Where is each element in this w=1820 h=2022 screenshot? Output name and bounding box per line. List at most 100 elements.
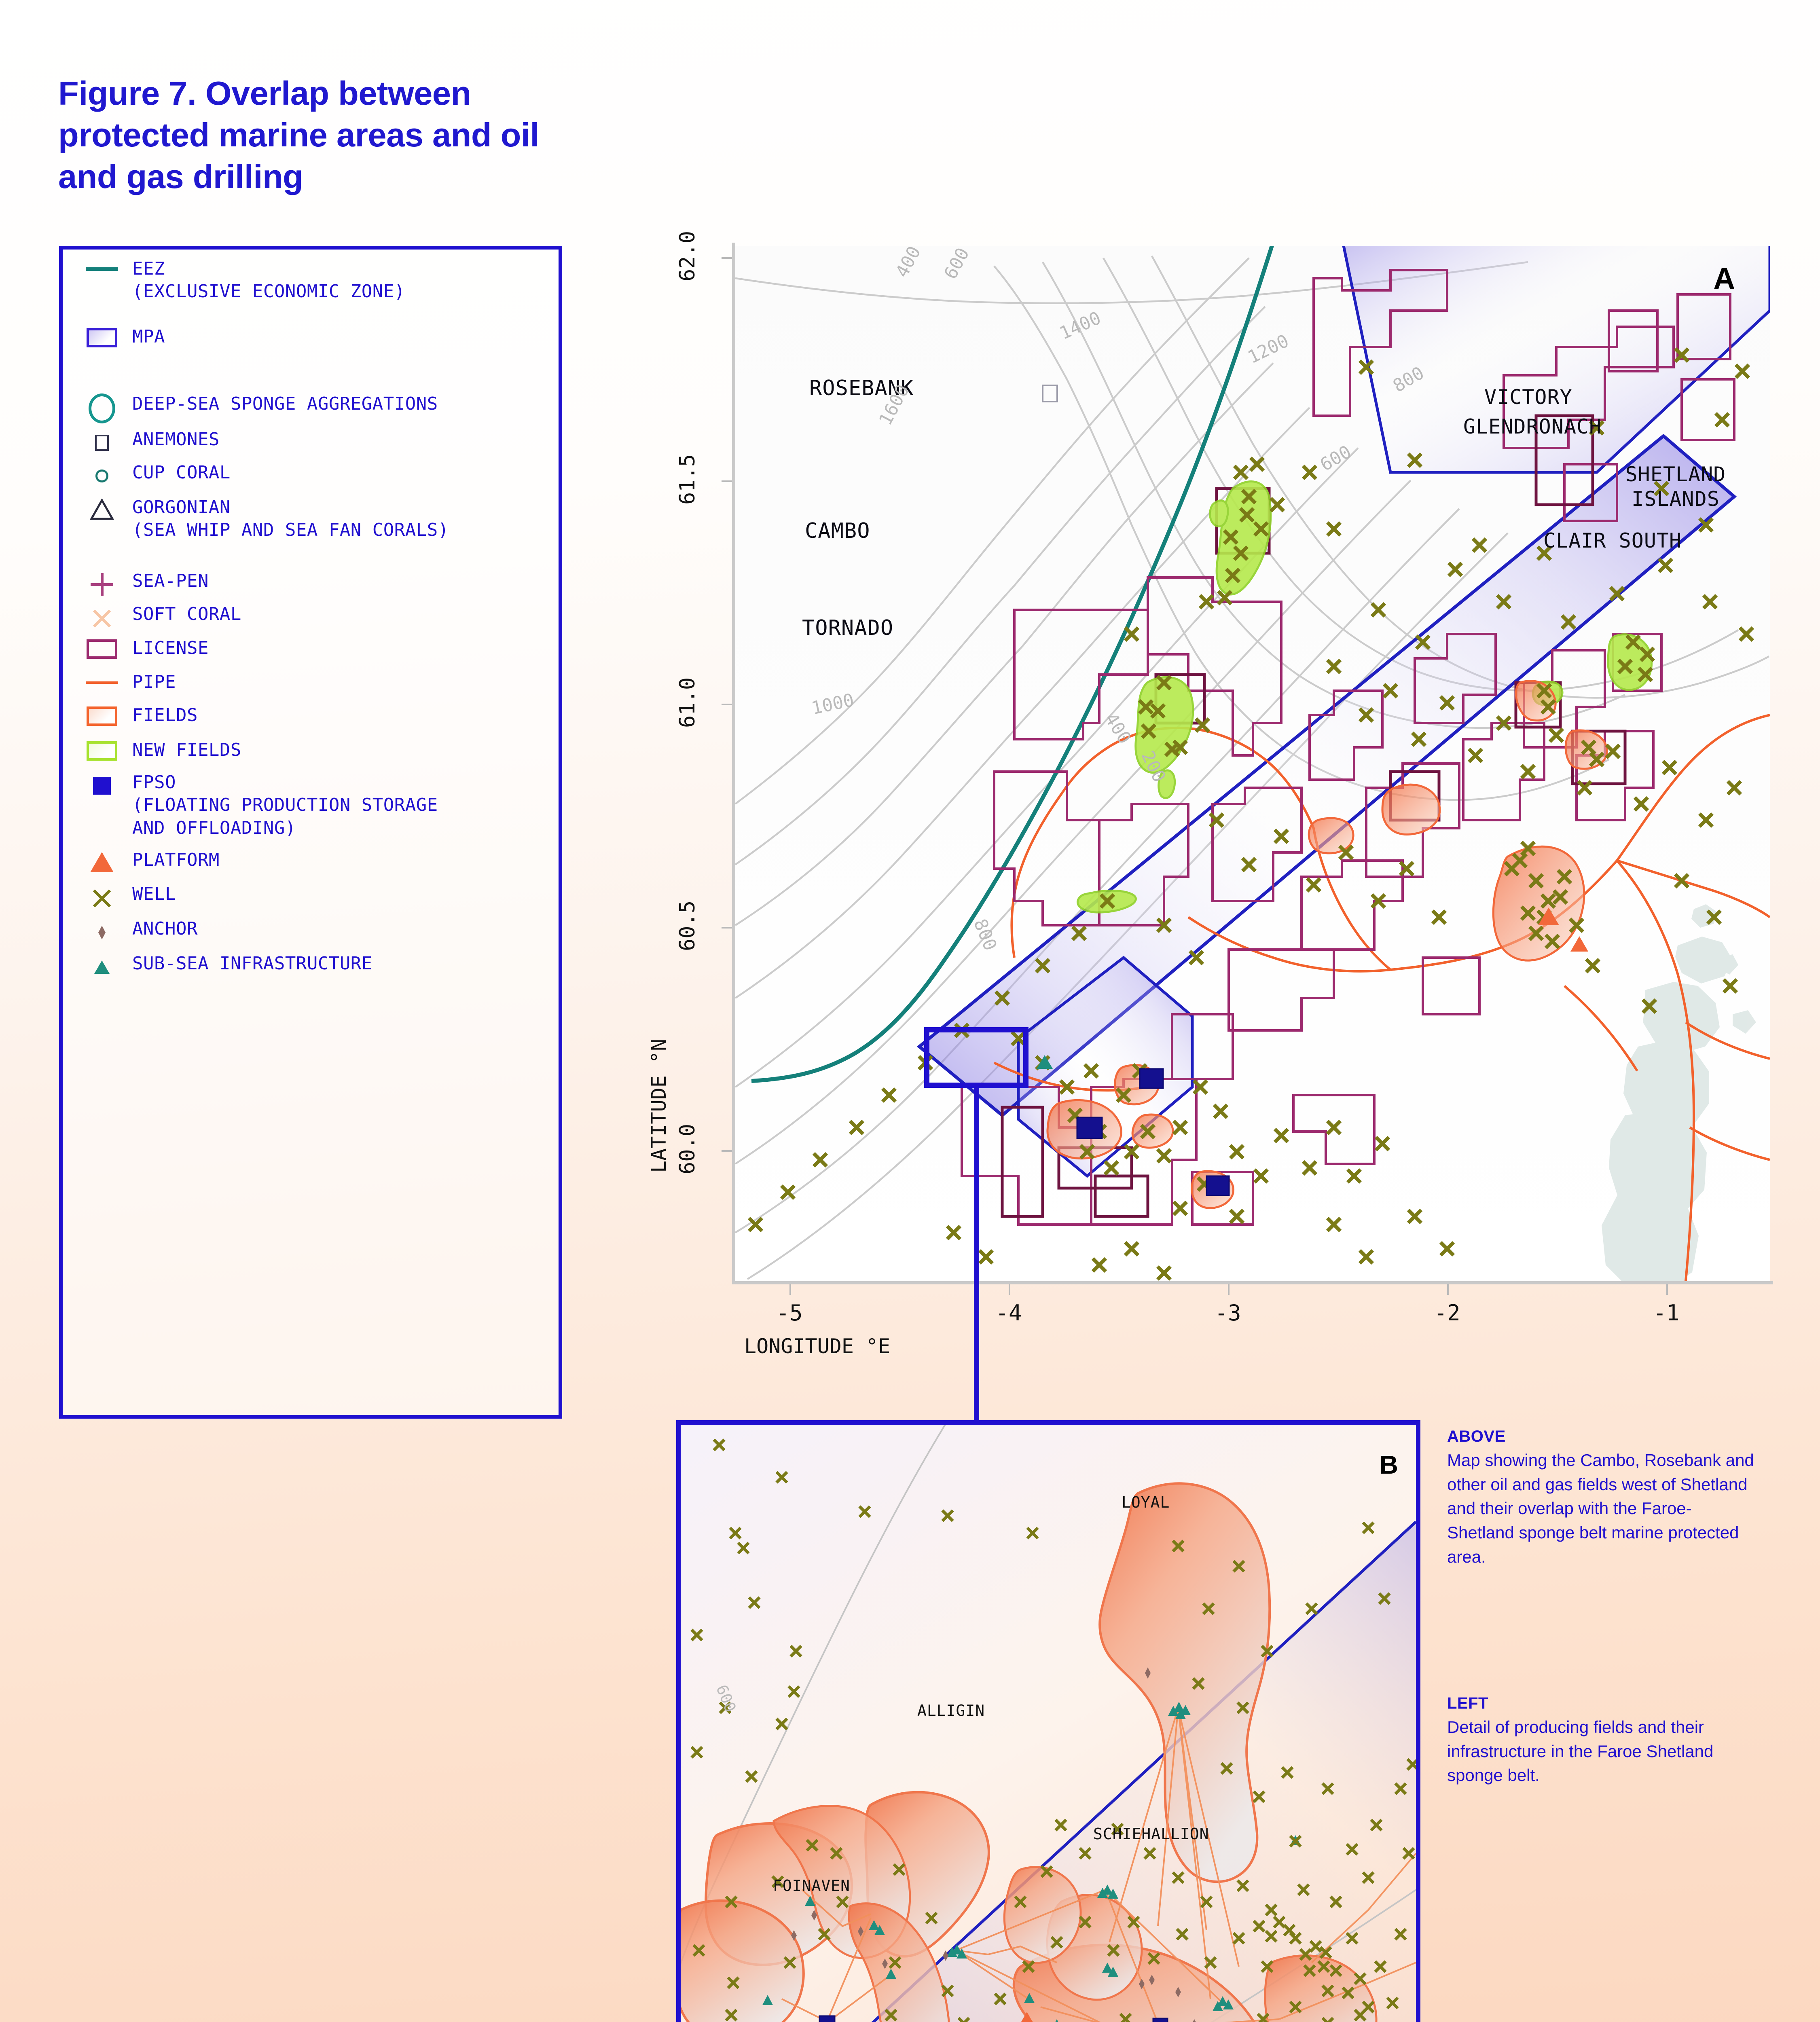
legend-symbol-slot <box>72 325 132 347</box>
map-a-vector-layer <box>735 246 1770 1281</box>
inset-locator-box[interactable] <box>924 1027 1029 1088</box>
legend-item-label: GORGONIAN (SEA WHIP AND SEA FAN CORALS) <box>132 497 449 541</box>
legend-item-soft-coral[interactable]: SOFT CORAL <box>72 602 241 629</box>
y-tick-text-60: 60.0 <box>675 1123 700 1174</box>
map-label-schiehallion: SCHIEHALLION <box>1093 1825 1209 1843</box>
legend-item-label: PLATFORM <box>132 850 220 870</box>
x-tick-label-m3: -3 <box>1215 1300 1241 1326</box>
caption-left-body: Detail of producing fields and their inf… <box>1447 1717 1714 1785</box>
panel-a-letter: A <box>1713 262 1735 295</box>
caption-above-heading: ABOVE <box>1447 1428 1506 1445</box>
inset-connector-line <box>974 1088 979 1438</box>
legend-item-anemones[interactable]: ANEMONES <box>72 427 220 451</box>
detail-map-panel-b[interactable]: B LOYAL ALLIGIN SCHIEHALLION FOINAVEN 60… <box>676 1420 1420 2022</box>
y-tick-label-61: 61.0 <box>663 677 712 728</box>
legend-symbol-slot <box>72 703 132 726</box>
legend-item-mpa[interactable]: MPA <box>72 325 165 348</box>
gorgonian-triangle-icon <box>89 498 114 520</box>
platform-triangle-icon <box>90 852 114 872</box>
legend-symbol-slot <box>72 392 132 423</box>
x-tick-label-m2: -2 <box>1434 1300 1460 1326</box>
legend-item-label: FPSO (FLOATING PRODUCTION STORAGE AND OF… <box>132 772 438 838</box>
legend-symbol-slot <box>72 257 132 271</box>
soft-coral-cross-icon <box>91 608 112 629</box>
legend-item-deep-sea-sponge-aggregations[interactable]: DEEP-SEA SPONGE AGGREGATIONS <box>72 392 438 423</box>
x-axis-title: LONGITUDE °E <box>744 1335 891 1358</box>
y-tick-text-605: 60.5 <box>675 900 700 951</box>
legend-item-license[interactable]: LICENSE <box>72 636 209 660</box>
sea-pen-plus-icon <box>91 573 113 596</box>
y-tick-label-62: 62.0 <box>663 231 712 281</box>
legend-symbol-slot <box>72 569 132 596</box>
legend-item-label: SOFT CORAL <box>132 604 241 624</box>
main-map-panel-a[interactable]: A ROSEBANK CAMBO TORNADO VICTORY GLENDRO… <box>735 246 1770 1281</box>
y-tick-62 <box>722 257 732 259</box>
map-legend: EEZ (EXCLUSIVE ECONOMIC ZONE) MPA DEEP-SEA… <box>59 246 562 1419</box>
anchor-diamond-icon <box>98 926 106 939</box>
caption-left: LEFT Detail of producing fields and thei… <box>1447 1694 1754 1787</box>
subsea-triangle-icon <box>94 960 110 974</box>
map-a-y-axis-line <box>732 243 735 1284</box>
legend-item-label: MPA <box>132 326 165 347</box>
y-tick-label-615: 61.5 <box>663 454 712 505</box>
y-tick-text-61: 61.0 <box>675 677 700 728</box>
eez-line-icon <box>86 267 118 271</box>
map-b-vector-layer <box>681 1425 1416 2022</box>
legend-item-label: SUB-SEA INFRASTRUCTURE <box>132 953 372 974</box>
legend-item-label: EEZ (EXCLUSIVE ECONOMIC ZONE) <box>132 258 405 302</box>
map-label-loyal: LOYAL <box>1122 1493 1170 1511</box>
y-tick-60 <box>722 1150 732 1152</box>
legend-item-new-fields[interactable]: NEW FIELDS <box>72 738 241 761</box>
fields-swatch-icon <box>87 706 117 726</box>
y-tick-label-60: 60.0 <box>663 1124 712 1174</box>
map-label-clair-south: CLAIR SOUTH <box>1543 529 1682 552</box>
map-label-rosebank: ROSEBANK <box>809 376 914 400</box>
legend-item-label: FIELDS <box>132 705 198 725</box>
deep-sea-sponge-icon <box>89 393 115 423</box>
legend-item-sub-sea-infrastructure[interactable]: SUB-SEA INFRASTRUCTURE <box>72 952 372 975</box>
caption-above-body: Map showing the Cambo, Rosebank and othe… <box>1447 1451 1754 1566</box>
license-swatch-icon <box>87 639 117 659</box>
map-label-shetland-islands-line1: SHETLAND ISLANDS <box>1625 463 1726 511</box>
legend-item-fields[interactable]: FIELDS <box>72 703 198 727</box>
panel-b-letter: B <box>1379 1450 1398 1479</box>
x-tick-label-m1: -1 <box>1653 1300 1680 1326</box>
legend-item-label: ANCHOR <box>132 918 198 939</box>
caption-above: ABOVE Map showing the Cambo, Rosebank an… <box>1447 1428 1754 1569</box>
x-tick-m5 <box>789 1284 791 1295</box>
legend-symbol-slot <box>72 670 132 684</box>
x-tick-m1 <box>1666 1284 1668 1295</box>
x-tick-m4 <box>1009 1284 1010 1295</box>
well-cross-icon <box>91 888 112 909</box>
map-label-tornado: TORNADO <box>802 616 894 640</box>
map-label-cambo: CAMBO <box>805 519 870 543</box>
map-label-alligin: ALLIGIN <box>917 1702 985 1720</box>
legend-item-label: WELL <box>132 884 176 904</box>
legend-item-label: DEEP-SEA SPONGE AGGREGATIONS <box>132 393 438 414</box>
mpa-swatch-icon <box>87 328 117 347</box>
legend-item-label: NEW FIELDS <box>132 740 241 760</box>
legend-item-pipe[interactable]: PIPE <box>72 670 176 694</box>
y-tick-615 <box>722 480 732 482</box>
legend-item-eez[interactable]: EEZ (EXCLUSIVE ECONOMIC ZONE) <box>72 257 405 303</box>
legend-symbol-slot <box>72 738 132 761</box>
legend-symbol-slot <box>72 495 132 520</box>
legend-item-sea-pen[interactable]: SEA-PEN <box>72 569 209 596</box>
legend-item-anchor[interactable]: ANCHOR <box>72 917 198 940</box>
legend-item-label: LICENSE <box>132 638 209 658</box>
legend-item-gorgonian[interactable]: GORGONIAN (SEA WHIP AND SEA FAN CORALS) <box>72 495 449 542</box>
cup-coral-circle-icon <box>95 470 108 482</box>
legend-symbol-slot <box>72 917 132 939</box>
legend-item-label: ANEMONES <box>132 429 220 450</box>
new-fields-swatch-icon <box>87 741 117 761</box>
y-axis-title: LATITUDE °N <box>647 1038 671 1173</box>
map-label-foinaven: FOINAVEN <box>773 1877 851 1895</box>
legend-item-fpso[interactable]: FPSO (FLOATING PRODUCTION STORAGE AND OF… <box>72 770 438 840</box>
legend-symbol-slot <box>72 602 132 629</box>
y-tick-605 <box>722 927 732 929</box>
y-tick-61 <box>722 704 732 705</box>
legend-item-cup-coral[interactable]: CUP CORAL <box>72 461 231 484</box>
legend-item-platform[interactable]: PLATFORM <box>72 848 220 872</box>
legend-item-well[interactable]: WELL <box>72 882 176 909</box>
y-tick-label-605: 60.5 <box>663 901 712 951</box>
